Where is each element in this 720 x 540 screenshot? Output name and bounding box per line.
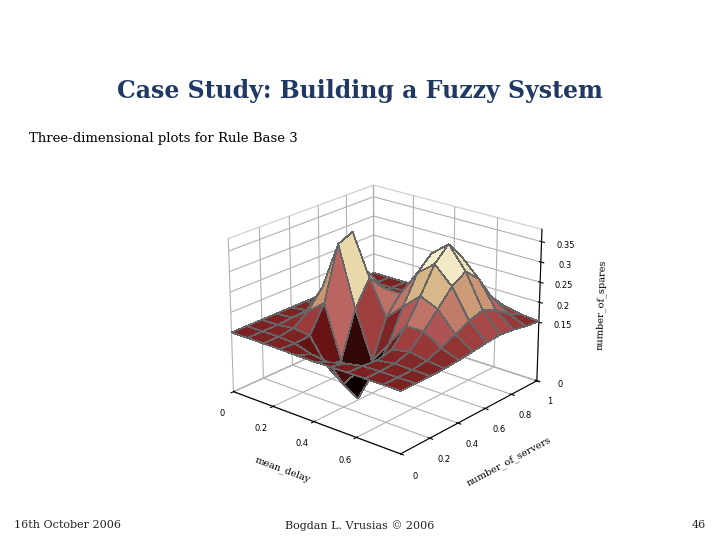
- Y-axis label: number_of_servers: number_of_servers: [465, 435, 553, 488]
- Text: Department of Computing: Department of Computing: [16, 24, 144, 34]
- X-axis label: mean_delay: mean_delay: [253, 455, 311, 485]
- Text: AI – CS289: AI – CS289: [440, 14, 532, 28]
- Text: 16th October 2006: 16th October 2006: [14, 520, 122, 530]
- Text: Fuzzy Logic: Fuzzy Logic: [448, 40, 524, 53]
- Text: 46: 46: [691, 520, 706, 530]
- Text: Case Study: Building a Fuzzy System: Case Study: Building a Fuzzy System: [117, 78, 603, 103]
- Text: Three-dimensional plots for Rule Base 3: Three-dimensional plots for Rule Base 3: [29, 132, 297, 145]
- Text: Bogdan L. Vrusias © 2006: Bogdan L. Vrusias © 2006: [285, 520, 435, 530]
